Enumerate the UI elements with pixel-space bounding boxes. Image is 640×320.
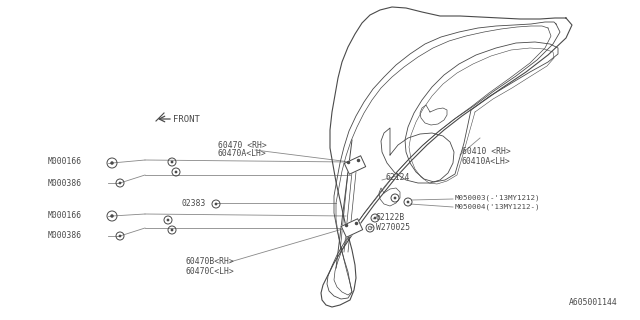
Text: M000386: M000386: [48, 231, 82, 241]
Text: M050003(-'13MY1212): M050003(-'13MY1212): [455, 195, 541, 201]
Text: M050004('13MY1212-): M050004('13MY1212-): [455, 204, 541, 210]
Text: 60470 <RH>: 60470 <RH>: [218, 140, 267, 149]
Text: M000166: M000166: [48, 157, 82, 166]
Text: 60410 <RH>: 60410 <RH>: [462, 148, 511, 156]
Text: 62124: 62124: [385, 173, 410, 182]
Circle shape: [406, 201, 410, 204]
Circle shape: [171, 228, 173, 231]
Text: 62122B: 62122B: [376, 213, 405, 222]
Circle shape: [374, 217, 376, 220]
Circle shape: [118, 235, 122, 237]
Circle shape: [171, 161, 173, 164]
Circle shape: [166, 219, 170, 221]
Text: M000386: M000386: [48, 179, 82, 188]
Text: A605001144: A605001144: [569, 298, 618, 307]
Text: 60470B<RH>: 60470B<RH>: [185, 258, 234, 267]
Text: 02383: 02383: [182, 198, 206, 207]
Circle shape: [214, 203, 218, 205]
Text: W270025: W270025: [376, 222, 410, 231]
Circle shape: [110, 214, 114, 218]
Polygon shape: [344, 156, 365, 174]
Circle shape: [175, 171, 177, 173]
Text: FRONT: FRONT: [173, 116, 200, 124]
Text: 60470A<LH>: 60470A<LH>: [218, 149, 267, 158]
Text: 60470C<LH>: 60470C<LH>: [185, 267, 234, 276]
Circle shape: [110, 161, 114, 165]
Polygon shape: [341, 219, 363, 237]
Text: 60410A<LH>: 60410A<LH>: [462, 156, 511, 165]
Circle shape: [118, 181, 122, 184]
Text: M000166: M000166: [48, 211, 82, 220]
Circle shape: [394, 196, 396, 199]
